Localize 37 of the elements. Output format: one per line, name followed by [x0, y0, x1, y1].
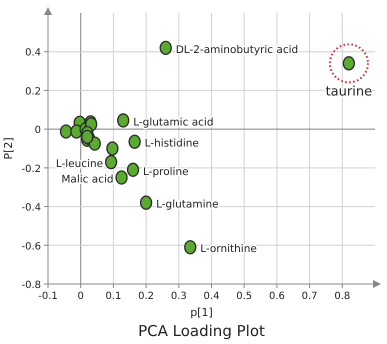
point [115, 170, 128, 185]
x-tick-label: 0.7 [302, 291, 318, 302]
y-tick-label: -0.8 [21, 280, 41, 291]
annotation: L-ornithine [200, 243, 257, 256]
point [106, 141, 119, 156]
x-tick-label: 0.3 [170, 291, 187, 302]
annotation: L-histidine [144, 138, 199, 150]
text: PCA Loading Plot [138, 322, 265, 340]
y-tick-label: -0.6 [21, 241, 41, 252]
annotation: L-glutamic acid [133, 116, 214, 128]
annotation: L-glutamine [156, 198, 219, 211]
x-tick-label: 0.5 [236, 291, 252, 302]
x-tick-label: 0.2 [138, 291, 154, 302]
annotation: DL-2-aminobutyric acid [176, 44, 298, 56]
annotation: taurine [326, 84, 372, 100]
point [60, 124, 72, 139]
x-tick-label: 0.8 [334, 291, 350, 302]
point [128, 134, 141, 149]
point [140, 196, 152, 210]
y-tick-label: 0.4 [25, 48, 41, 59]
y-tick-label: 0 [34, 125, 41, 136]
y-axis-title: P[2] [2, 137, 15, 160]
x-axis-title: p[1] [190, 306, 213, 319]
y-tick-label: -0.4 [21, 202, 41, 214]
x-tick-label: 0 [78, 291, 84, 302]
x-tick-label: 0.4 [204, 291, 220, 302]
point [117, 113, 130, 128]
point [160, 40, 172, 55]
x-tick-label: -0.1 [38, 291, 58, 302]
point [126, 162, 140, 177]
point [184, 240, 196, 254]
annotation: L-proline [143, 166, 189, 178]
y-tick-label: -0.2 [21, 164, 41, 175]
x-tick-label: 0.6 [268, 291, 285, 302]
y-tick-label: 0.2 [25, 86, 41, 98]
point [104, 154, 118, 170]
x-tick-label: 0.1 [105, 291, 122, 302]
